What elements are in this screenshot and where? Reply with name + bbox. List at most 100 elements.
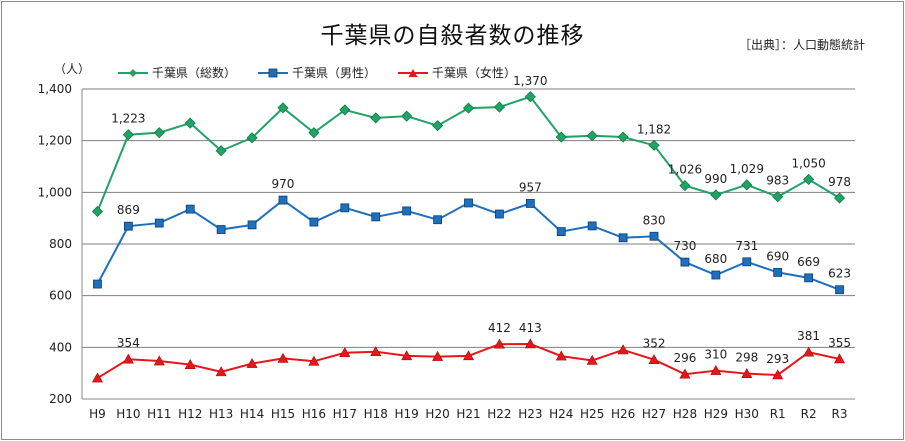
data-point-female: [277, 352, 289, 363]
data-point-total: [679, 180, 691, 192]
data-point-male: [402, 206, 412, 216]
data-label: 1,029: [730, 162, 764, 176]
data-point-male: [185, 204, 195, 214]
x-tick-label: H21: [456, 407, 480, 421]
x-tick-label: H19: [395, 407, 419, 421]
data-point-female: [648, 354, 660, 365]
data-point-total: [493, 101, 505, 113]
data-label: 623: [828, 267, 851, 281]
data-point-female: [834, 353, 846, 364]
x-tick-label: H10: [116, 407, 140, 421]
data-label: 970: [272, 177, 295, 191]
data-point-total: [710, 189, 722, 201]
data-label: 990: [704, 172, 727, 186]
data-point-total: [555, 131, 567, 143]
data-label: 983: [766, 174, 789, 188]
data-point-male: [371, 212, 381, 222]
data-label: 355: [828, 336, 851, 350]
data-point-male: [556, 227, 566, 237]
chart-title: 千葉県の自殺者数の推移: [320, 23, 585, 49]
data-point-total: [215, 145, 227, 157]
x-tick-label: H16: [302, 407, 326, 421]
data-point-total: [308, 127, 320, 139]
data-label: 412: [488, 321, 511, 335]
data-point-male: [433, 215, 442, 225]
x-tick-label: H25: [580, 407, 604, 421]
y-tick-label: 1,400: [38, 82, 72, 96]
data-point-male: [93, 279, 102, 289]
data-point-total: [370, 112, 382, 124]
data-point-female: [91, 372, 103, 383]
y-tick-label: 600: [49, 289, 72, 303]
data-point-female: [741, 368, 753, 378]
data-point-female: [772, 369, 784, 380]
x-tick-label: H12: [178, 407, 202, 421]
data-point-female: [401, 350, 413, 361]
data-point-total: [339, 104, 351, 116]
data-label: 830: [643, 213, 666, 227]
data-point-female: [710, 364, 722, 375]
data-point-female: [246, 357, 258, 368]
data-point-male: [804, 273, 814, 283]
data-point-female: [555, 350, 567, 361]
data-point-male: [247, 220, 257, 230]
data-point-total: [153, 127, 165, 139]
data-label: 1,370: [513, 74, 547, 88]
x-tick-label: H9: [89, 407, 106, 421]
y-tick-label: 1,200: [38, 134, 72, 148]
data-label: 381: [797, 329, 820, 343]
legend-marker-female: [398, 68, 429, 77]
data-point-female: [370, 346, 382, 357]
legend-marker-male: [258, 68, 289, 77]
data-label: 669: [797, 255, 820, 269]
x-tick-label: R3: [832, 407, 848, 421]
x-tick-label: R2: [801, 407, 817, 421]
data-label: 296: [673, 351, 696, 365]
data-label: 413: [519, 321, 542, 335]
x-tick-label: H24: [549, 407, 573, 421]
data-point-total: [648, 139, 660, 151]
data-label: 1,182: [637, 122, 671, 136]
data-point-male: [495, 209, 504, 219]
data-point-male: [618, 233, 628, 243]
legend-label-total: 千葉県（総数）: [152, 66, 237, 80]
data-label: 1,050: [791, 156, 825, 170]
legend: 千葉県（総数） 千葉県（男性） 千葉県（女性）: [118, 64, 516, 81]
data-point-male: [340, 203, 350, 213]
data-point-male: [309, 217, 319, 227]
data-label: 1,223: [111, 112, 145, 126]
data-point-total: [432, 120, 444, 132]
data-point-total: [462, 102, 475, 114]
data-point-total: [833, 192, 846, 204]
data-label: 690: [766, 249, 789, 263]
y-tick-label: 1,000: [38, 185, 72, 199]
data-point-male: [835, 285, 844, 295]
data-point-male: [649, 231, 659, 241]
legend-marker-total: [118, 68, 148, 77]
data-label: 352: [643, 337, 666, 351]
data-point-female: [308, 355, 320, 366]
x-tick-label: H17: [333, 407, 357, 421]
data-label: 1,026: [668, 163, 702, 177]
y-axis-unit: （人）: [54, 62, 91, 76]
legend-item-male: 千葉県（男性）: [258, 64, 376, 81]
data-point-male: [525, 199, 535, 208]
x-tick-label: H11: [147, 407, 171, 421]
data-point-male: [711, 270, 721, 280]
x-tick-label: H30: [735, 407, 759, 421]
x-tick-label: H27: [642, 407, 666, 421]
x-tick-label: H20: [425, 407, 449, 421]
series-line: [96, 198, 840, 291]
y-tick-label: 200: [49, 392, 72, 406]
source-note: ［出典］：人口動態統計: [738, 38, 865, 52]
data-point-total: [277, 102, 289, 114]
data-point-female: [462, 350, 475, 361]
data-point-male: [464, 198, 473, 208]
y-tick-label: 400: [49, 340, 72, 354]
x-tick-label: H18: [364, 407, 388, 421]
data-point-total: [772, 191, 784, 203]
x-tick-label: H14: [240, 407, 264, 421]
data-point-total: [617, 131, 629, 143]
data-point-total: [246, 132, 258, 144]
data-point-total: [741, 179, 753, 191]
